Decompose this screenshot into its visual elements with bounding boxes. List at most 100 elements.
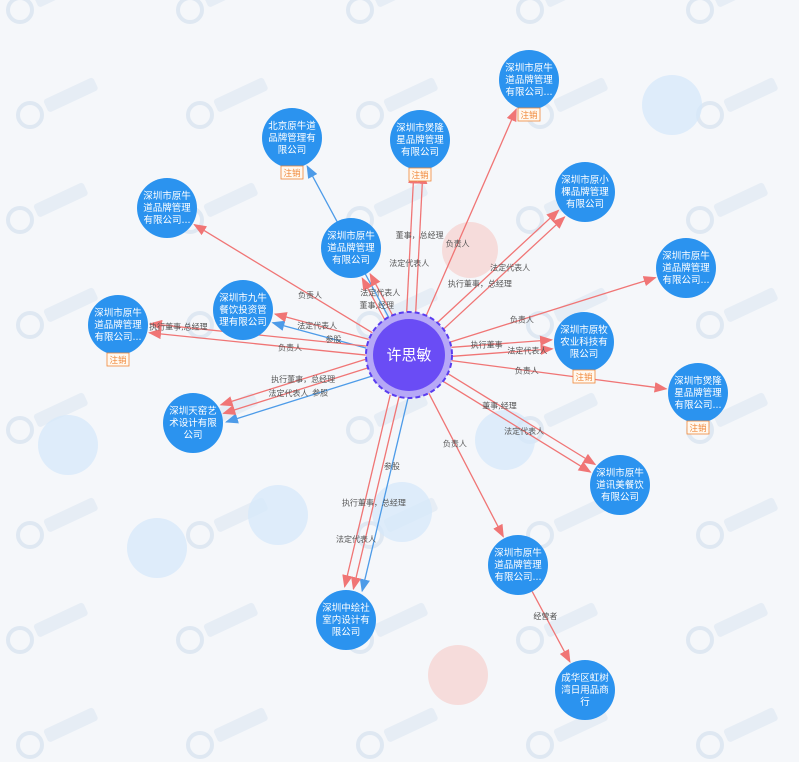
faded-node <box>372 482 432 542</box>
company-node-label: 深圳市原牛 <box>505 62 553 74</box>
company-node[interactable]: 深圳市原牛道品牌管理有限公司... <box>488 535 548 595</box>
company-node-label: 深圳市原牛 <box>596 467 644 479</box>
company-node-label: 深圳市原小 <box>561 174 609 186</box>
company-node-label: 行 <box>580 696 590 708</box>
company-node[interactable]: 深圳市原牛道品牌管理有限公司... <box>656 238 716 298</box>
company-node-circle <box>321 218 381 278</box>
company-node-label: 道品牌管理 <box>94 319 142 331</box>
watermark-logo <box>43 77 98 112</box>
watermark-logo <box>553 77 608 112</box>
center-node-circle <box>373 319 445 391</box>
watermark-logo <box>723 497 778 532</box>
edge-line <box>351 396 400 591</box>
watermark-logo <box>203 182 258 217</box>
watermark-logo <box>373 0 428 7</box>
watermark-logo <box>33 182 88 217</box>
company-node-label: 有限公司... <box>94 331 141 343</box>
edge-line <box>369 272 394 316</box>
cancelled-badge-label: 注销 <box>520 110 538 121</box>
company-node-label: 棵品牌管理 <box>561 186 609 198</box>
company-node-label: 餐饮投资管 <box>219 304 267 316</box>
company-node-label: 深圳市原牛 <box>494 547 542 559</box>
watermark-logo <box>383 707 438 742</box>
watermark-logo <box>696 311 724 339</box>
company-node-circle <box>137 178 197 238</box>
watermark-logo <box>713 0 768 7</box>
watermark-logo <box>16 311 44 339</box>
watermark-logo <box>346 0 374 24</box>
company-node[interactable]: 深圳市原牛道品牌管理有限公司... <box>137 178 197 238</box>
company-node-circle <box>499 50 559 110</box>
company-node-circle <box>555 660 615 720</box>
edge-label: 法定代表人 <box>389 258 429 268</box>
edge-label: 经营者 <box>533 611 557 621</box>
watermark-logo <box>186 731 214 759</box>
edge-label: 董事,经理 <box>359 300 394 310</box>
company-node-label: 有限公司... <box>494 571 541 583</box>
watermark-logo <box>186 101 214 129</box>
edge-line <box>406 170 419 312</box>
edge-label: 执行董事 <box>471 340 503 350</box>
center-node[interactable]: 许思敏 <box>365 311 453 399</box>
cancelled-badge-label: 注销 <box>109 355 127 366</box>
company-node-label: 深圳天窑艺 <box>169 405 217 417</box>
cancelled-badge <box>686 420 710 435</box>
edge-line <box>449 276 657 343</box>
watermark-logo <box>203 0 258 7</box>
edge-label: 参股 <box>384 461 400 471</box>
watermark-logo <box>516 206 544 234</box>
watermark-logo <box>176 626 204 654</box>
watermark-logo <box>186 521 214 549</box>
edge-label: 负责人 <box>510 315 534 325</box>
watermark-logo <box>723 287 778 322</box>
faded-node <box>428 645 488 705</box>
company-node-label: 湾日用品商 <box>561 684 609 696</box>
company-node-circle <box>555 162 615 222</box>
company-node-circle <box>213 280 273 340</box>
company-node-label: 深圳中绘社 <box>322 602 370 614</box>
company-node-label: 限公司 <box>570 349 599 360</box>
watermark-logo <box>713 602 768 637</box>
cancelled-badge <box>572 369 596 384</box>
company-node-circle <box>163 393 223 453</box>
watermark-logo <box>356 521 384 549</box>
watermark-logo <box>186 311 214 339</box>
watermark-logo <box>43 707 98 742</box>
cancelled-badge <box>106 352 130 367</box>
cancelled-badge-label: 注销 <box>411 170 429 181</box>
watermark-logo <box>213 707 268 742</box>
edge-line <box>443 216 566 330</box>
company-node-circle <box>390 110 450 170</box>
edge-label: 法定代表人 <box>336 534 376 544</box>
watermark-logo <box>516 0 544 24</box>
company-node-label: 道品牌管理 <box>662 262 710 274</box>
company-node-label: 有限公司 <box>332 254 370 266</box>
edge-line <box>148 328 366 356</box>
edge-label: 执行董事，总经理 <box>271 374 335 384</box>
watermark-logo <box>346 416 374 444</box>
watermark-logo <box>723 77 778 112</box>
edge-label: 执行董事,总经理 <box>149 322 208 332</box>
company-node-circle <box>488 535 548 595</box>
company-node-label: 理有限公司 <box>219 316 267 328</box>
faded-node <box>127 518 187 578</box>
faded-background-nodes <box>38 75 702 705</box>
company-node-label: 道品牌管理 <box>505 74 553 86</box>
company-node-label: 术设计有限 <box>169 417 217 429</box>
watermark-logo <box>516 626 544 654</box>
watermark-logo <box>686 0 714 24</box>
